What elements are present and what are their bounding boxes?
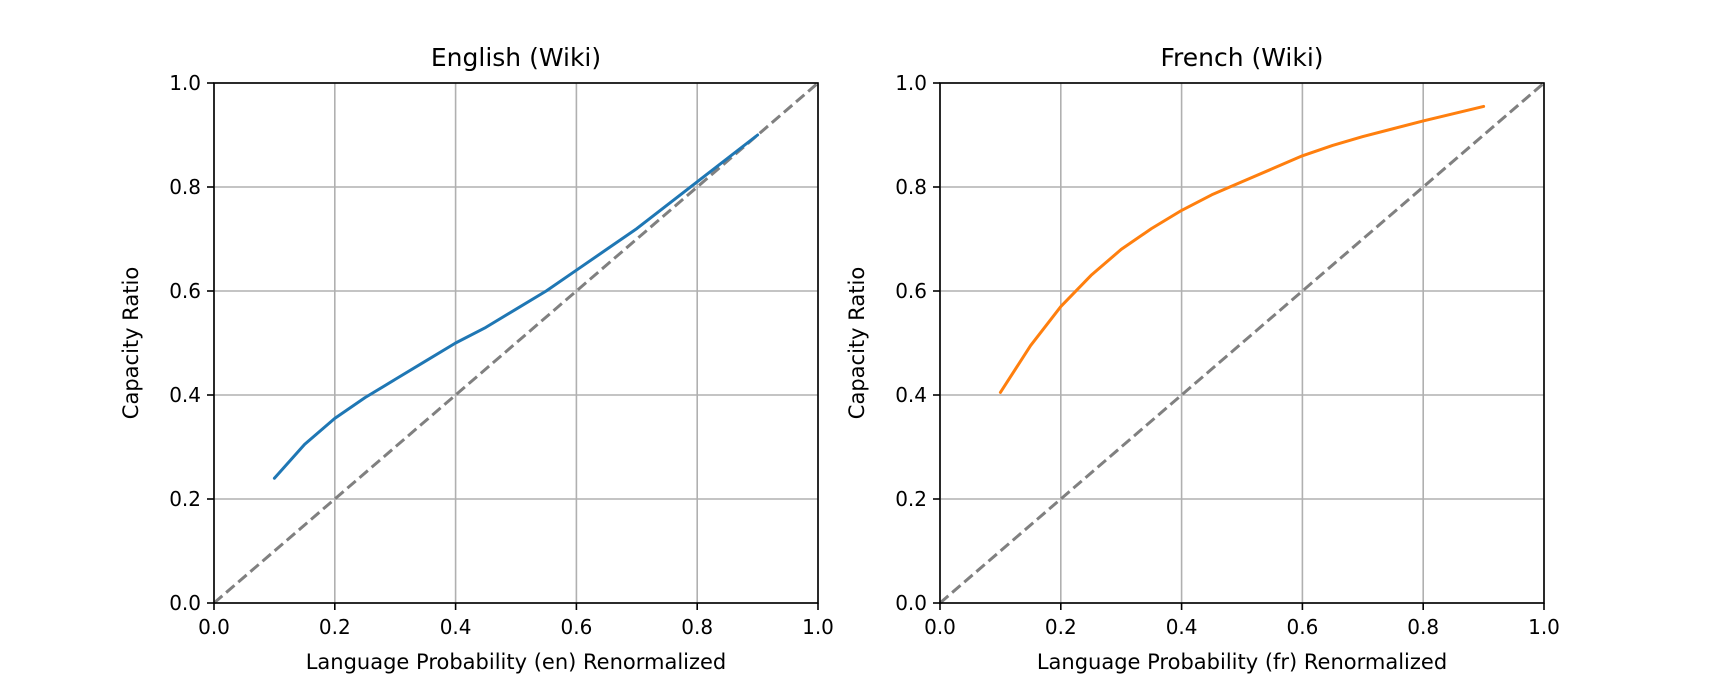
panel-english: 0.0 0.2 0.4 0.6 0.8 1.0 0.0 0.2 0.4 0.6 0.8 1.0 Eng… [119,43,834,674]
y-tick-label: 0.4 [169,383,201,407]
y-tick-label: 0.0 [169,591,201,615]
y-tick-label: 0.8 [169,175,201,199]
x-tick-label: 0.8 [1407,615,1439,639]
x-tick-label: 0.4 [440,615,472,639]
chart-title: French (Wiki) [1160,43,1323,72]
chart-title: English (Wiki) [431,43,601,72]
y-tick-label: 0.0 [895,591,927,615]
diagonal-reference-line [213,81,819,605]
x-axis-label: Language Probability (fr) Renormalized [1037,650,1447,674]
y-tick-label: 1.0 [169,71,201,95]
y-tick-label: 0.8 [895,175,927,199]
series-line [272,133,760,480]
x-tick-label: 1.0 [1528,615,1560,639]
y-tick-label: 0.6 [895,279,927,303]
series-layer [213,81,819,605]
x-tick-label: 0.0 [198,615,230,639]
x-tick-label: 0.0 [924,615,956,639]
diagonal-reference-line [939,81,1545,605]
y-tick-label: 0.2 [895,487,927,511]
x-tick-label: 0.8 [681,615,713,639]
y-tick-label: 0.4 [895,383,927,407]
tick-labels: 0.0 0.2 0.4 0.6 0.8 1.0 0.0 0.2 0.4 0.6 0.8 1.0 [169,71,834,639]
x-tick-label: 0.2 [1045,615,1077,639]
y-tick-label: 0.2 [169,487,201,511]
y-axis-label: Capacity Ratio [119,267,143,419]
tick-marks [207,82,819,610]
x-tick-label: 0.6 [560,615,592,639]
series-layer [939,81,1545,605]
x-tick-label: 0.6 [1286,615,1318,639]
x-tick-label: 0.2 [319,615,351,639]
y-tick-label: 0.6 [169,279,201,303]
panel-french: 0.0 0.2 0.4 0.6 0.8 1.0 0.0 0.2 0.4 0.6 0.8 1.0 Fre… [845,43,1560,674]
tick-marks [933,82,1545,610]
x-tick-label: 0.4 [1166,615,1198,639]
y-axis-label: Capacity Ratio [845,267,869,419]
plot-frame [939,82,1545,604]
series-line [998,104,1486,394]
y-tick-label: 1.0 [895,71,927,95]
x-axis-label: Language Probability (en) Renormalized [306,650,727,674]
plot-frame [213,82,819,604]
tick-labels: 0.0 0.2 0.4 0.6 0.8 1.0 0.0 0.2 0.4 0.6 0.8 1.0 [895,71,1560,639]
x-tick-label: 1.0 [802,615,834,639]
